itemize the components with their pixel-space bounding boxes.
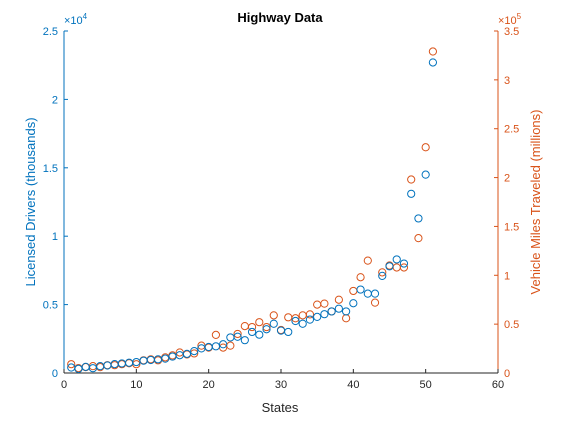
- left-data-point: [88, 364, 98, 373]
- right-y-axis-label: Vehicle Miles Traveled (millions): [528, 110, 543, 295]
- left-data-point: [378, 271, 387, 280]
- left-data-point: [219, 340, 228, 349]
- right-data-point: [356, 273, 365, 282]
- right-tick-label: 2.5: [504, 124, 519, 136]
- left-data-point: [247, 327, 257, 337]
- left-y-axis-label: Licensed Drivers (thousands): [23, 117, 38, 286]
- left-tick-label: 0: [52, 368, 58, 380]
- right-tick-label: 0: [504, 368, 510, 380]
- x-tick-label: 40: [347, 379, 359, 391]
- left-data-point: [370, 289, 380, 298]
- left-data-point: [190, 347, 199, 356]
- right-data-point: [407, 175, 416, 184]
- left-data-point: [233, 332, 242, 341]
- right-data-point: [247, 322, 257, 332]
- left-y-axis: 0 0.5 1 1.5 2 2.5: [43, 26, 68, 380]
- left-data-point: [392, 255, 401, 264]
- left-data-point: [255, 330, 264, 339]
- x-tick-label: 30: [275, 379, 287, 391]
- left-tick-label: 2: [52, 94, 58, 106]
- left-data-point: [211, 342, 220, 351]
- right-tick-label: 1: [504, 270, 510, 282]
- left-data-point: [269, 319, 278, 328]
- left-data-point: [407, 189, 416, 198]
- left-data-point: [327, 307, 336, 316]
- left-data-point: [421, 170, 430, 179]
- left-data-point: [428, 58, 437, 67]
- x-axis: 0 10 20 30 40 50 60: [61, 369, 504, 391]
- right-tick-label: 2: [504, 173, 510, 185]
- series-left-points: [67, 58, 437, 373]
- left-data-point: [305, 315, 315, 324]
- left-data-point: [284, 327, 293, 337]
- right-data-point: [334, 295, 343, 304]
- right-data-point: [414, 234, 423, 243]
- x-tick-label: 20: [203, 379, 215, 391]
- plot-background: [64, 31, 498, 373]
- right-data-point: [399, 263, 409, 272]
- x-tick-label: 10: [130, 379, 142, 391]
- right-data-point: [421, 143, 430, 152]
- left-data-point: [291, 316, 300, 326]
- left-data-point: [182, 349, 192, 358]
- right-data-point: [428, 47, 437, 56]
- right-data-point: [233, 329, 242, 339]
- right-y-axis: 0 0.5 1 1.5 2 2.5 3 3.5: [494, 26, 519, 380]
- x-axis-label: States: [262, 400, 299, 415]
- left-data-point: [342, 307, 351, 316]
- right-data-point: [262, 322, 271, 332]
- x-tick-label: 0: [61, 379, 67, 391]
- right-data-point: [255, 318, 264, 327]
- left-data-point: [298, 319, 307, 328]
- right-tick-label: 0.5: [504, 319, 519, 331]
- left-exponent-label: ×104: [64, 12, 88, 27]
- right-exponent-label: ×105: [498, 12, 522, 27]
- right-data-point: [291, 314, 300, 323]
- left-data-point: [313, 312, 322, 322]
- left-data-point: [385, 262, 394, 271]
- left-data-point: [356, 285, 365, 294]
- right-data-point: [67, 360, 76, 369]
- right-data-point: [363, 256, 372, 265]
- left-tick-label: 1.5: [43, 163, 58, 175]
- left-data-point: [349, 299, 358, 308]
- right-data-point: [370, 298, 380, 307]
- left-data-point: [262, 325, 271, 334]
- left-data-point: [399, 259, 409, 268]
- left-data-point: [240, 336, 249, 345]
- right-data-point: [211, 330, 220, 339]
- x-tick-label: 60: [492, 379, 504, 391]
- chart-title: Highway Data: [237, 10, 323, 25]
- left-data-point: [74, 364, 83, 373]
- right-data-point: [269, 311, 278, 320]
- left-data-point: [161, 354, 170, 363]
- right-tick-label: 3.5: [504, 26, 519, 38]
- right-tick-label: 1.5: [504, 221, 519, 233]
- left-data-point: [320, 310, 329, 319]
- x-tick-label: 50: [420, 379, 432, 391]
- plot-area: [64, 31, 498, 373]
- right-data-point: [320, 299, 329, 308]
- left-data-point: [334, 304, 343, 313]
- left-data-point: [414, 214, 423, 223]
- left-tick-label: 0.5: [43, 300, 58, 312]
- right-data-point: [305, 310, 315, 319]
- right-tick-label: 3: [504, 75, 510, 87]
- left-tick-label: 1: [52, 231, 58, 243]
- right-data-point: [378, 268, 387, 277]
- left-tick-label: 2.5: [43, 26, 58, 38]
